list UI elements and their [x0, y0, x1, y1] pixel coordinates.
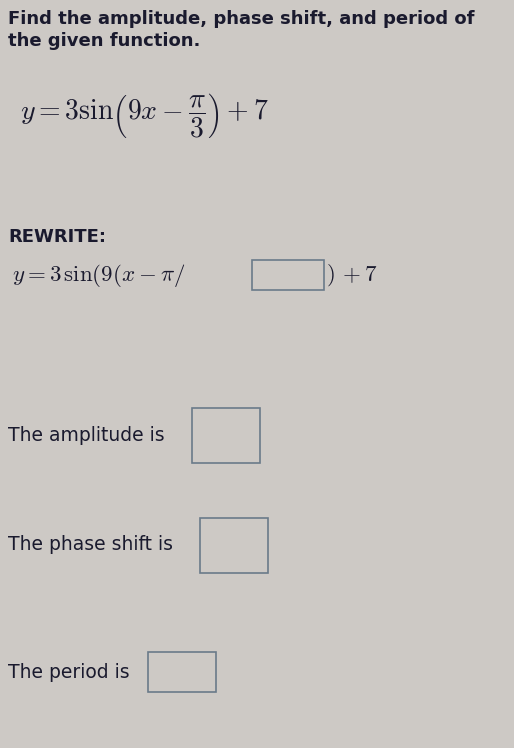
Text: the given function.: the given function. — [8, 32, 200, 50]
FancyBboxPatch shape — [252, 260, 324, 290]
Text: $)\,+7$: $)\,+7$ — [326, 263, 377, 288]
Text: The phase shift is: The phase shift is — [8, 536, 173, 554]
FancyBboxPatch shape — [148, 652, 216, 692]
FancyBboxPatch shape — [200, 518, 268, 572]
Text: $y = 3\,\mathrm{sin}(9(x-\pi/$: $y = 3\,\mathrm{sin}(9(x-\pi/$ — [12, 262, 186, 289]
Text: $y = 3\sin\!\left(9x - \dfrac{\pi}{3}\right) + 7$: $y = 3\sin\!\left(9x - \dfrac{\pi}{3}\ri… — [20, 91, 269, 139]
Text: The period is: The period is — [8, 663, 130, 681]
Text: Find the amplitude, phase shift, and period of: Find the amplitude, phase shift, and per… — [8, 10, 474, 28]
Text: REWRITE:: REWRITE: — [8, 228, 106, 246]
Text: The amplitude is: The amplitude is — [8, 426, 164, 444]
FancyBboxPatch shape — [192, 408, 260, 462]
